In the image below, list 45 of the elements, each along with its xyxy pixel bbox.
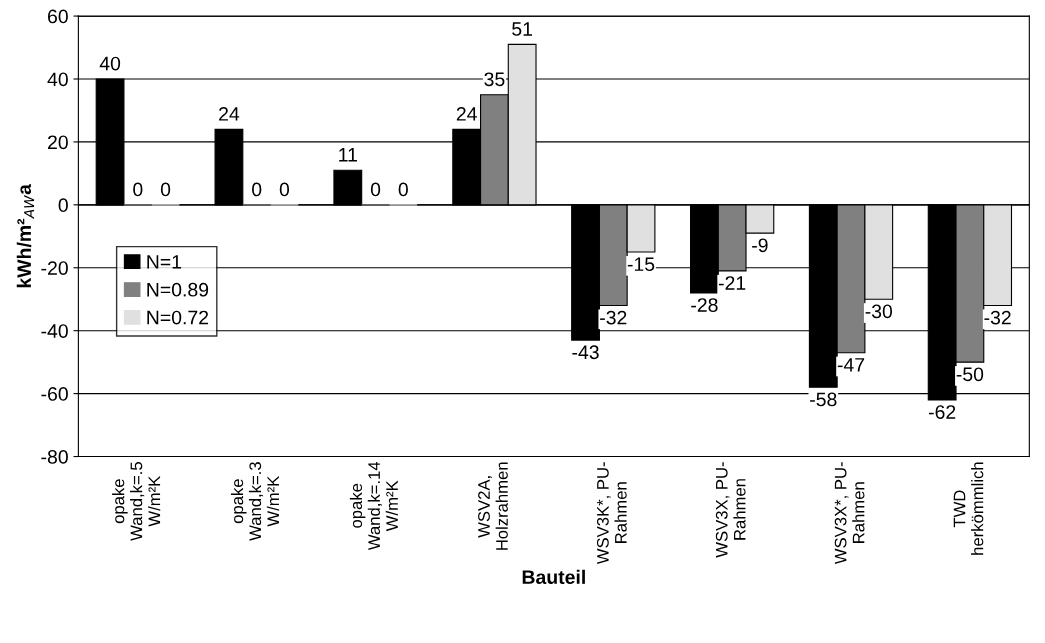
data-label: -32 [600,310,627,325]
data-label: 11 [339,148,357,162]
y-tick-label: 40 [47,72,68,87]
x-tick-label: WSV3X*, PU- Rahmen [834,462,865,565]
data-label: -30 [865,304,893,319]
y-tick-label: -80 [41,450,68,464]
data-label: -62 [928,405,956,419]
data-label: 40 [99,56,121,71]
data-label: 0 [133,182,143,197]
y-tick-label: 0 [58,198,68,213]
x-tick-label: WSV3K*, PU- Rahmen [596,462,627,565]
y-tick-label: -40 [41,324,68,338]
x-axis-title: Bauteil [522,569,585,585]
data-label: 24 [456,107,477,121]
data-label: 24 [219,107,240,121]
y-tick-label: 60 [48,9,68,24]
data-label: -9 [752,238,768,253]
x-tick-label: TWD herkömmlich [953,462,984,555]
y-tick-label: -20 [41,261,68,275]
data-label: -28 [691,298,718,312]
legend-label: N=1 [147,255,182,269]
data-label: 0 [160,182,171,197]
data-label: -21 [718,276,746,290]
data-label: -47 [837,358,865,372]
data-label: 0 [370,182,381,197]
data-label: 0 [279,182,290,197]
x-tick-label: opake Wand,k=.14 W/m²K [349,461,398,551]
data-label: 51 [512,22,533,36]
legend-label: N=0.72 [147,310,209,325]
data-label: -32 [984,310,1011,325]
data-label: -50 [956,367,984,382]
data-label: 0 [398,182,408,197]
data-label: -58 [810,392,837,407]
x-tick-label: WSV3X, PU- Rahmen [715,462,746,558]
y-axis-title: kWh/m²$_{AW}$a [16,183,35,288]
data-label: -43 [572,345,599,360]
y-tick-label: -60 [41,387,68,401]
x-tick-label: opake Wand,k=.3 W/m²K [230,462,280,541]
data-label: 35 [484,72,505,87]
x-tick-label: opake Wand,k=.5 W/m²K [112,462,161,541]
data-label: 0 [252,182,262,197]
y-tick-label: 20 [48,135,68,150]
legend-label: N=0.89 [147,282,209,297]
x-tick-label: WSV2A, Holzrahmen [478,462,508,550]
data-label: -15 [627,257,655,272]
